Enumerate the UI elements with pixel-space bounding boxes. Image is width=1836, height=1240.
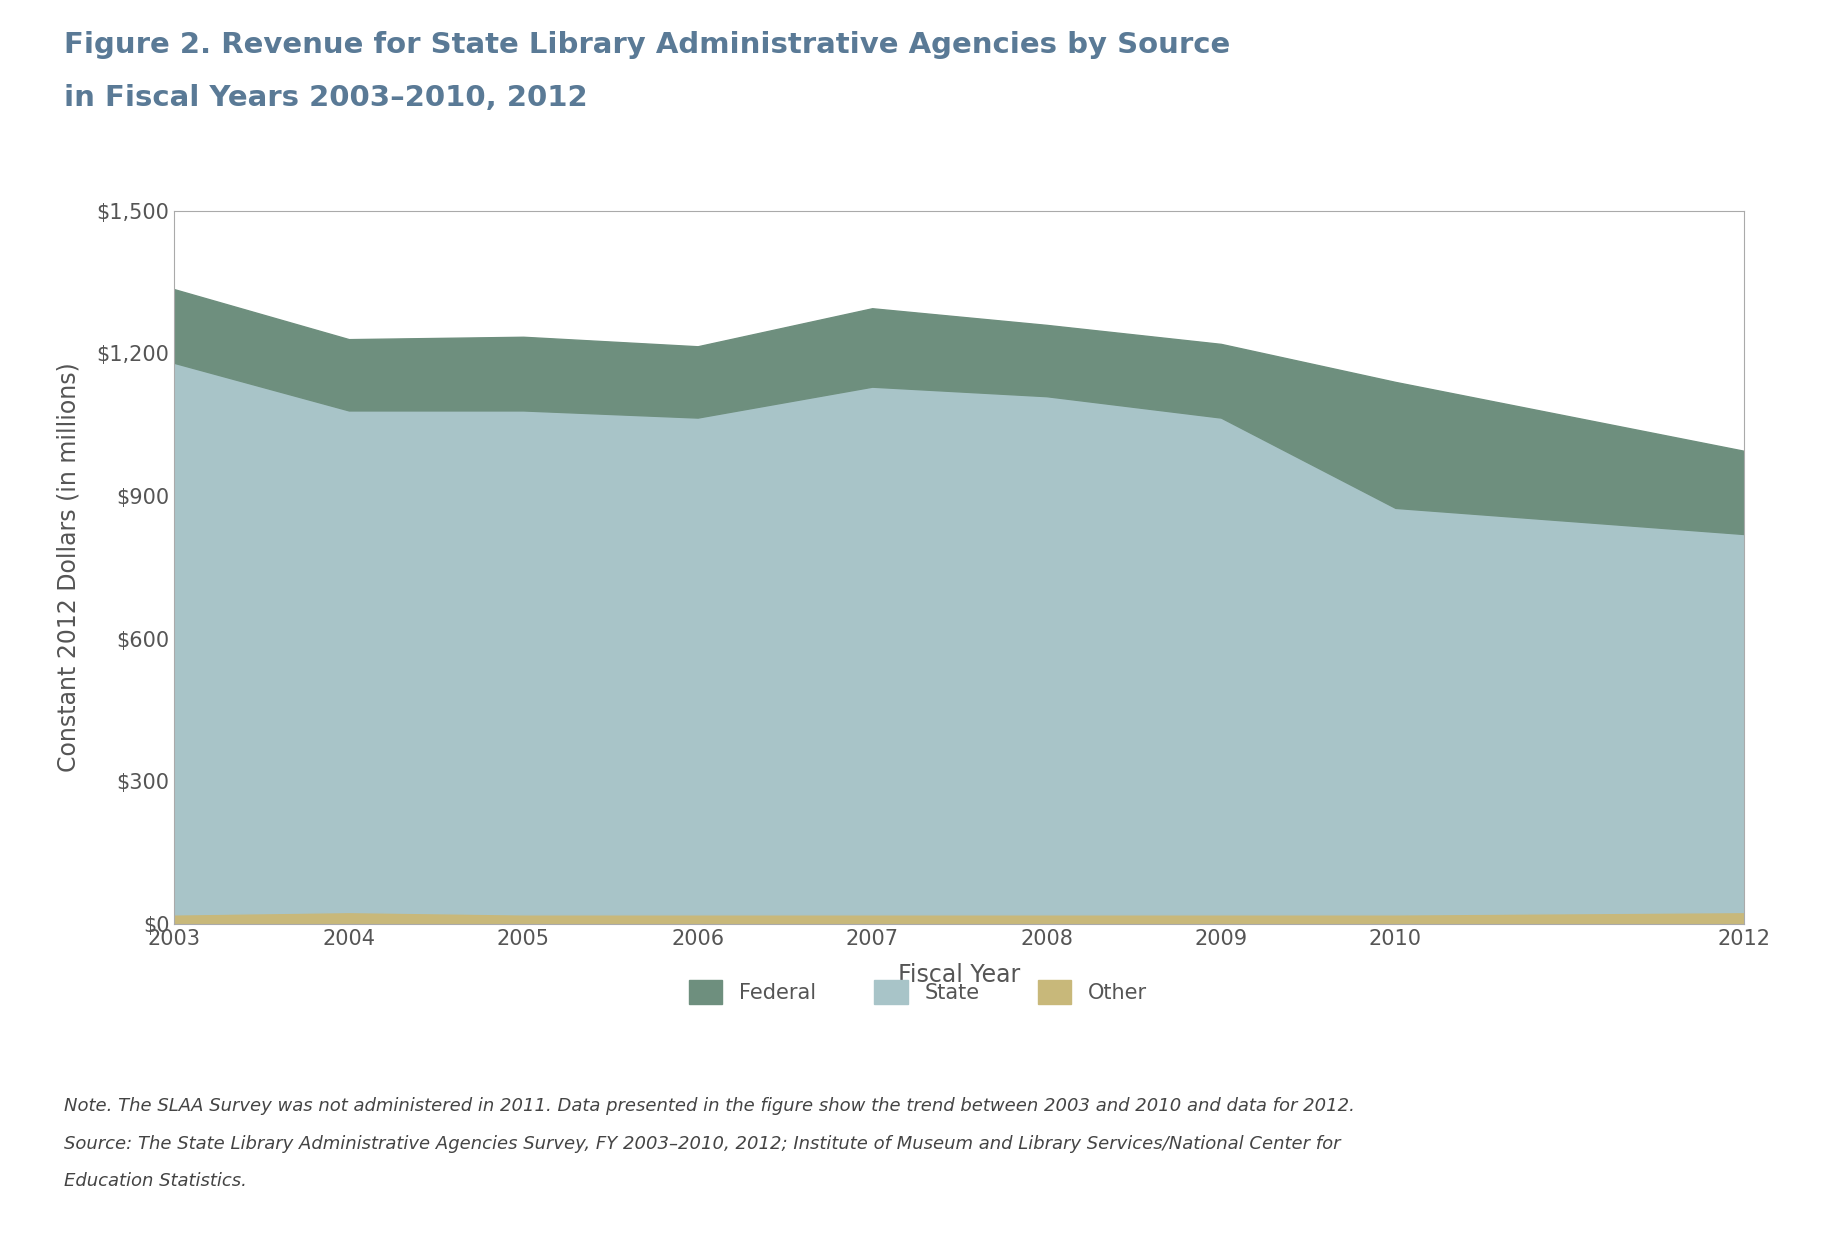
- Y-axis label: Constant 2012 Dollars (in millions): Constant 2012 Dollars (in millions): [57, 362, 81, 773]
- Text: in Fiscal Years 2003–2010, 2012: in Fiscal Years 2003–2010, 2012: [64, 84, 588, 113]
- Legend: Federal, State, Other: Federal, State, Other: [681, 972, 1155, 1013]
- Text: Figure 2. Revenue for State Library Administrative Agencies by Source: Figure 2. Revenue for State Library Admi…: [64, 31, 1230, 60]
- Text: Education Statistics.: Education Statistics.: [64, 1172, 248, 1190]
- Text: Source: The State Library Administrative Agencies Survey, FY 2003–2010, 2012; In: Source: The State Library Administrative…: [64, 1135, 1340, 1153]
- X-axis label: Fiscal Year: Fiscal Year: [898, 962, 1021, 987]
- Text: Note. The SLAA Survey was not administered in 2011. Data presented in the figure: Note. The SLAA Survey was not administer…: [64, 1097, 1355, 1116]
